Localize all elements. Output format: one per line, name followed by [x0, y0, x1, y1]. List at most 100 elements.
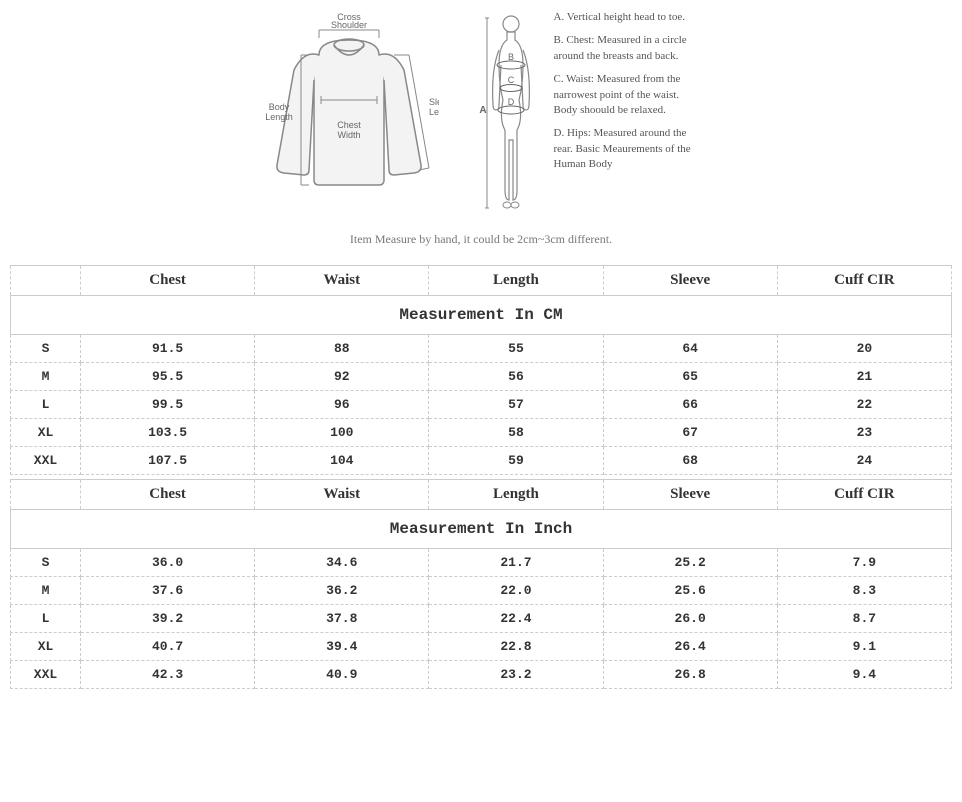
value-cell: 37.6 [81, 577, 255, 605]
body-diagram-wrap: B C D A A. Vertical height head to toe. … [479, 10, 704, 220]
table-in-header-row: ChestWaistLengthSleeveCuff CIR [11, 480, 952, 510]
value-cell: 66 [603, 391, 777, 419]
column-header [11, 266, 81, 296]
marker-c: C [507, 75, 514, 85]
size-cell: XL [11, 419, 81, 447]
body-figure: B C D A [479, 10, 544, 220]
column-header: Cuff CIR [777, 266, 951, 296]
value-cell: 26.4 [603, 633, 777, 661]
table-cm-title: Measurement In CM [11, 296, 952, 335]
value-cell: 34.6 [255, 549, 429, 577]
marker-a: A [479, 105, 486, 116]
value-cell: 57 [429, 391, 603, 419]
table-row: L99.596576622 [11, 391, 952, 419]
value-cell: 59 [429, 447, 603, 475]
legend-d: D. Hips: Measured around the rear. Basic… [554, 126, 704, 172]
value-cell: 23 [777, 419, 951, 447]
value-cell: 7.9 [777, 549, 951, 577]
svg-text:Length: Length [429, 107, 439, 117]
value-cell: 22 [777, 391, 951, 419]
measurement-note: Item Measure by hand, it could be 2cm~3c… [10, 232, 952, 247]
table-row: XL103.5100586723 [11, 419, 952, 447]
value-cell: 40.9 [255, 661, 429, 689]
value-cell: 42.3 [81, 661, 255, 689]
value-cell: 39.4 [255, 633, 429, 661]
value-cell: 20 [777, 335, 951, 363]
value-cell: 37.8 [255, 605, 429, 633]
value-cell: 25.6 [603, 577, 777, 605]
value-cell: 103.5 [81, 419, 255, 447]
size-cell: XXL [11, 661, 81, 689]
value-cell: 39.2 [81, 605, 255, 633]
svg-text:Chest: Chest [337, 120, 361, 130]
size-cell: M [11, 577, 81, 605]
size-cell: L [11, 605, 81, 633]
size-cell: L [11, 391, 81, 419]
size-cell: XXL [11, 447, 81, 475]
value-cell: 99.5 [81, 391, 255, 419]
table-cm: Measurement In CM ChestWaistLengthSleeve… [10, 265, 952, 475]
value-cell: 22.8 [429, 633, 603, 661]
value-cell: 9.1 [777, 633, 951, 661]
size-cell: XL [11, 633, 81, 661]
table-in: Measurement In Inch ChestWaistLengthSlee… [10, 479, 952, 689]
table-row: XL40.739.422.826.49.1 [11, 633, 952, 661]
table-row: S36.034.621.725.27.9 [11, 549, 952, 577]
svg-text:Body: Body [268, 102, 289, 112]
value-cell: 58 [429, 419, 603, 447]
value-cell: 107.5 [81, 447, 255, 475]
value-cell: 96 [255, 391, 429, 419]
table-row: M95.592566521 [11, 363, 952, 391]
value-cell: 26.0 [603, 605, 777, 633]
legend-c: C. Waist: Measured from the narrowest po… [554, 72, 704, 118]
size-cell: S [11, 549, 81, 577]
column-header [11, 480, 81, 510]
marker-d: D [507, 97, 514, 107]
value-cell: 65 [603, 363, 777, 391]
value-cell: 68 [603, 447, 777, 475]
value-cell: 22.4 [429, 605, 603, 633]
value-cell: 24 [777, 447, 951, 475]
value-cell: 56 [429, 363, 603, 391]
table-in-body: S36.034.621.725.27.9M37.636.222.025.68.3… [11, 549, 952, 689]
value-cell: 21 [777, 363, 951, 391]
table-row: M37.636.222.025.68.3 [11, 577, 952, 605]
value-cell: 104 [255, 447, 429, 475]
column-header: Length [429, 266, 603, 296]
column-header: Chest [81, 266, 255, 296]
column-header: Sleeve [603, 266, 777, 296]
table-row: S91.588556420 [11, 335, 952, 363]
value-cell: 26.8 [603, 661, 777, 689]
size-cell: S [11, 335, 81, 363]
marker-b: B [507, 52, 513, 62]
table-row: XXL42.340.923.226.89.4 [11, 661, 952, 689]
value-cell: 8.7 [777, 605, 951, 633]
value-cell: 67 [603, 419, 777, 447]
value-cell: 22.0 [429, 577, 603, 605]
table-row: L39.237.822.426.08.7 [11, 605, 952, 633]
table-in-title: Measurement In Inch [11, 510, 952, 549]
table-row: XXL107.5104596824 [11, 447, 952, 475]
column-header: Length [429, 480, 603, 510]
value-cell: 25.2 [603, 549, 777, 577]
column-header: Waist [255, 480, 429, 510]
value-cell: 9.4 [777, 661, 951, 689]
value-cell: 92 [255, 363, 429, 391]
value-cell: 95.5 [81, 363, 255, 391]
column-header: Waist [255, 266, 429, 296]
value-cell: 36.2 [255, 577, 429, 605]
value-cell: 23.2 [429, 661, 603, 689]
value-cell: 91.5 [81, 335, 255, 363]
value-cell: 40.7 [81, 633, 255, 661]
table-cm-body: S91.588556420M95.592566521L99.596576622X… [11, 335, 952, 475]
column-header: Chest [81, 480, 255, 510]
svg-text:Shoulder: Shoulder [330, 20, 366, 30]
diagram-section: Cross Shoulder Body Length Chest Width S… [10, 10, 952, 220]
value-cell: 36.0 [81, 549, 255, 577]
legend-b: B. Chest: Measured in a circle around th… [554, 33, 704, 64]
svg-text:Sleeve: Sleeve [429, 97, 439, 107]
value-cell: 21.7 [429, 549, 603, 577]
value-cell: 64 [603, 335, 777, 363]
value-cell: 8.3 [777, 577, 951, 605]
legend-a: A. Vertical height head to toe. [554, 10, 704, 25]
